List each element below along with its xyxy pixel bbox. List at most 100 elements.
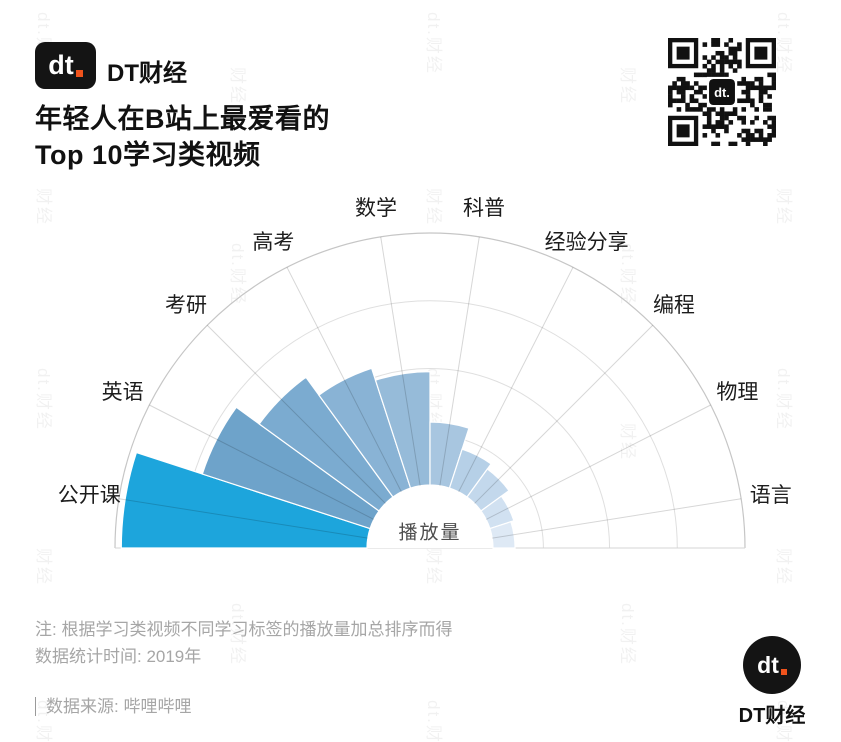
qr-module bbox=[771, 133, 777, 138]
qr-module bbox=[685, 107, 690, 112]
qr-module bbox=[715, 42, 721, 47]
qr-module bbox=[689, 107, 695, 112]
qr-module bbox=[706, 68, 712, 73]
qr-module bbox=[719, 63, 725, 69]
qr-module bbox=[771, 85, 777, 91]
qr-module bbox=[676, 98, 682, 104]
qr-module bbox=[767, 124, 772, 129]
qr-module bbox=[763, 137, 768, 142]
qr-module bbox=[728, 50, 734, 56]
qr-module bbox=[732, 141, 738, 147]
qr-module bbox=[758, 76, 764, 82]
qr-module bbox=[758, 89, 764, 95]
qr-module bbox=[771, 81, 777, 86]
qr-module bbox=[715, 50, 721, 56]
qr-module bbox=[724, 72, 729, 78]
title-line-2: Top 10学习类视频 bbox=[35, 139, 261, 170]
qr-module bbox=[732, 68, 738, 73]
qr-module bbox=[750, 137, 755, 142]
qr-module bbox=[698, 72, 703, 78]
dt-logo-dot bbox=[75, 70, 83, 77]
qr-module bbox=[685, 102, 690, 108]
qr-module bbox=[668, 94, 673, 99]
qr-module bbox=[767, 102, 772, 108]
qr-module bbox=[732, 59, 738, 65]
qr-module bbox=[719, 120, 725, 125]
qr-module bbox=[728, 141, 734, 147]
grid-ring bbox=[114, 232, 746, 549]
qr-module bbox=[711, 107, 716, 112]
qr-module bbox=[702, 42, 708, 47]
qr-module bbox=[680, 81, 686, 86]
qr-module bbox=[741, 107, 747, 112]
qr-module bbox=[741, 137, 747, 142]
title-line-1: 年轻人在B站上最爱看的 bbox=[35, 104, 330, 134]
footer-dt-logo: dt bbox=[743, 636, 801, 694]
leader-line bbox=[492, 498, 742, 539]
center-label: 播放量 bbox=[398, 522, 462, 544]
category-label: 英语 bbox=[101, 381, 144, 405]
qr-module bbox=[724, 111, 729, 117]
qr-module bbox=[689, 85, 695, 91]
qr-module bbox=[741, 89, 747, 95]
qr-module bbox=[754, 115, 759, 121]
qr-module bbox=[711, 72, 716, 78]
qr-module bbox=[771, 76, 777, 82]
category-label: 科普 bbox=[462, 197, 505, 221]
qr-module bbox=[715, 120, 721, 125]
qr-module bbox=[737, 63, 742, 69]
category-label: 数学 bbox=[355, 197, 398, 221]
qr-module bbox=[737, 98, 742, 104]
qr-module bbox=[672, 81, 677, 86]
category-label: 经验分享 bbox=[544, 230, 629, 254]
qr-module bbox=[719, 68, 725, 73]
qr-module bbox=[758, 137, 764, 142]
qr-module bbox=[706, 59, 712, 65]
qr-module bbox=[702, 72, 708, 78]
qr-module bbox=[668, 98, 673, 104]
qr-module bbox=[702, 111, 708, 117]
qr-module bbox=[754, 85, 759, 91]
qr-module bbox=[698, 85, 703, 91]
qr-module bbox=[737, 115, 742, 121]
qr-module bbox=[685, 81, 690, 86]
leader-line bbox=[458, 267, 574, 493]
qr-module bbox=[771, 128, 777, 134]
qr-module bbox=[709, 79, 735, 105]
qr-module bbox=[754, 128, 759, 134]
qr-module bbox=[715, 59, 721, 65]
qr-module bbox=[732, 111, 738, 117]
qr-module bbox=[754, 107, 759, 112]
qr-module bbox=[693, 72, 699, 78]
qr-module bbox=[706, 72, 712, 78]
qr-module bbox=[750, 133, 755, 138]
qr-module bbox=[737, 133, 742, 138]
leader-line bbox=[206, 324, 386, 504]
dt-logo-text: dt bbox=[48, 50, 74, 80]
qr-module bbox=[693, 107, 699, 112]
qr-module bbox=[741, 128, 747, 134]
leader-line bbox=[149, 404, 375, 520]
qr-module bbox=[750, 120, 755, 125]
qr-module bbox=[711, 128, 716, 134]
qr-module bbox=[711, 68, 716, 73]
stats-time-text: 数据统计时间: 2019年 bbox=[35, 647, 202, 666]
leader-line bbox=[439, 236, 480, 486]
qr-module bbox=[702, 102, 708, 108]
footer-dt-logo-text: dt bbox=[757, 651, 779, 678]
category-label: 编程 bbox=[652, 294, 695, 318]
qr-module bbox=[706, 115, 712, 121]
leader-line bbox=[485, 404, 711, 520]
qr-module bbox=[676, 89, 682, 95]
qr-module bbox=[715, 133, 721, 138]
qr-module bbox=[711, 141, 716, 147]
qr-module bbox=[737, 81, 742, 86]
qr-module bbox=[745, 141, 751, 147]
page-title: 年轻人在B站上最爱看的 Top 10学习类视频 bbox=[35, 102, 330, 173]
category-label: 高考 bbox=[252, 230, 295, 254]
qr-module bbox=[698, 107, 703, 112]
footer-brand-name: DT财经 bbox=[738, 705, 806, 727]
qr-module bbox=[711, 55, 716, 60]
qr-module bbox=[732, 55, 738, 60]
